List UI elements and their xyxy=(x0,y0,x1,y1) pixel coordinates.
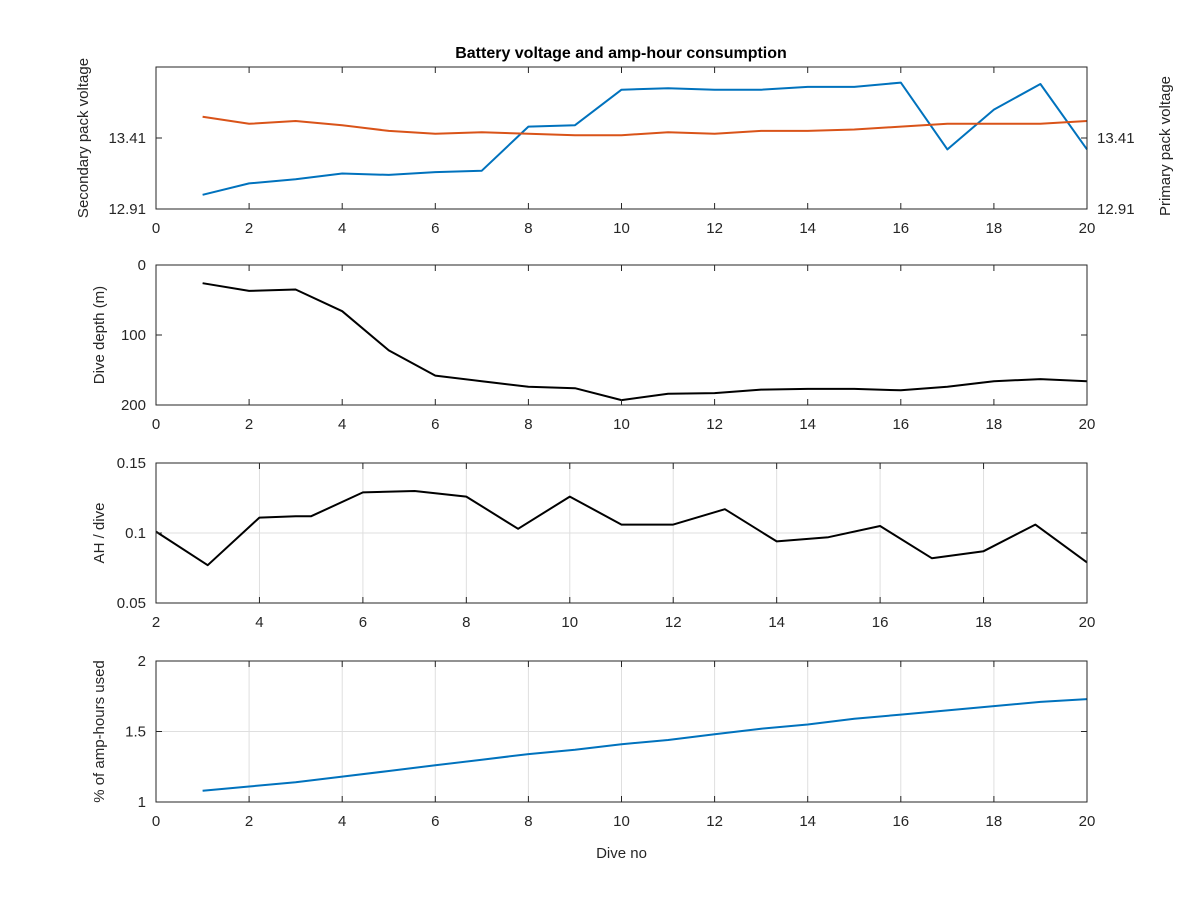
y-tick-label: 0 xyxy=(138,257,146,274)
x-tick-label: 4 xyxy=(338,813,346,830)
y-tick-label: 12.91 xyxy=(108,201,146,218)
x-tick-label: 16 xyxy=(892,813,909,830)
x-tick-label: 14 xyxy=(799,416,816,433)
x-tick-label: 14 xyxy=(799,220,816,237)
x-tick-label: 16 xyxy=(872,614,889,631)
x-axis-label: Dive no xyxy=(596,845,647,862)
x-tick-label: 14 xyxy=(799,813,816,830)
y-axis-label: % of amp-hours used xyxy=(91,660,108,803)
x-tick-label: 10 xyxy=(613,416,630,433)
x-tick-label: 8 xyxy=(524,416,532,433)
y-tick-label: 0.05 xyxy=(117,595,146,612)
x-tick-label: 0 xyxy=(152,220,160,237)
y-tick-label: 2 xyxy=(138,653,146,670)
y-axis-label: AH / dive xyxy=(91,503,108,564)
x-tick-label: 20 xyxy=(1079,416,1096,433)
x-tick-label: 12 xyxy=(665,614,682,631)
x-tick-label: 2 xyxy=(152,614,160,631)
x-tick-label: 4 xyxy=(338,416,346,433)
x-tick-label: 18 xyxy=(986,416,1003,433)
x-tick-label: 16 xyxy=(892,416,909,433)
x-tick-label: 10 xyxy=(613,813,630,830)
y-tick-label: 1.5 xyxy=(125,724,146,741)
x-tick-label: 2 xyxy=(245,813,253,830)
x-tick-label: 6 xyxy=(431,813,439,830)
y-right-tick-label: 13.41 xyxy=(1097,130,1135,147)
series-line-secondary-pack-voltage xyxy=(202,81,1088,196)
x-tick-label: 8 xyxy=(524,813,532,830)
y-tick-label: 13.41 xyxy=(108,130,146,147)
x-tick-label: 6 xyxy=(431,220,439,237)
x-tick-label: 20 xyxy=(1079,220,1096,237)
x-tick-label: 10 xyxy=(561,614,578,631)
series-line-primary-pack-voltage xyxy=(202,115,1088,137)
x-tick-label: 2 xyxy=(245,416,253,433)
x-tick-label: 6 xyxy=(431,416,439,433)
subplot-1: 0 2 4 6 8 10 12 14 16 18 2012.9113.4112.9113.41Sec… xyxy=(75,58,1174,237)
x-tick-label: 12 xyxy=(706,220,723,237)
x-tick-label: 18 xyxy=(986,220,1003,237)
x-tick-label: 10 xyxy=(613,220,630,237)
y-axis-label: Dive depth (m) xyxy=(91,286,108,384)
x-tick-label: 14 xyxy=(768,614,785,631)
x-tick-label: 20 xyxy=(1079,614,1096,631)
y-right-axis-label: Primary pack voltage xyxy=(1157,76,1174,216)
y-axis-label: Secondary pack voltage xyxy=(75,58,92,218)
x-tick-label: 4 xyxy=(338,220,346,237)
x-tick-label: 2 xyxy=(245,220,253,237)
series-line-subplot-4 xyxy=(202,698,1088,792)
x-tick-label: 12 xyxy=(706,416,723,433)
x-tick-label: 20 xyxy=(1079,813,1096,830)
x-tick-label: 6 xyxy=(359,614,367,631)
series-line-subplot-2 xyxy=(202,282,1088,402)
chart-title: Battery voltage and amp-hour consumption xyxy=(455,45,787,62)
x-tick-label: 8 xyxy=(462,614,470,631)
series-line-subplot-3 xyxy=(155,490,1088,567)
x-tick-label: 18 xyxy=(975,614,992,631)
subplot-4: 0 2 4 6 8 10 12 14 16 18 20 1 1.5 2 % of amp-hours use… xyxy=(91,653,1095,862)
x-tick-label: 8 xyxy=(524,220,532,237)
y-tick-label: 1 xyxy=(138,794,146,811)
y-tick-label: 0.1 xyxy=(125,525,146,542)
x-tick-label: 0 xyxy=(152,813,160,830)
x-tick-label: 16 xyxy=(892,220,909,237)
x-tick-label: 18 xyxy=(986,813,1003,830)
subplots-group: 0 2 4 6 8 10 12 14 16 18 2012.9113.4112.9113.41Sec… xyxy=(75,58,1174,862)
y-tick-label: 0.15 xyxy=(117,455,146,472)
y-tick-label: 100 xyxy=(121,327,146,344)
y-right-tick-label: 12.91 xyxy=(1097,201,1135,218)
y-tick-label: 200 xyxy=(121,397,146,414)
x-tick-label: 4 xyxy=(255,614,263,631)
x-tick-label: 0 xyxy=(152,416,160,433)
x-tick-label: 12 xyxy=(706,813,723,830)
subplot-3: 2 4 6 8 10 12 14 16 18 20 0.05 0.1 0.15 AH / dive xyxy=(91,455,1095,631)
